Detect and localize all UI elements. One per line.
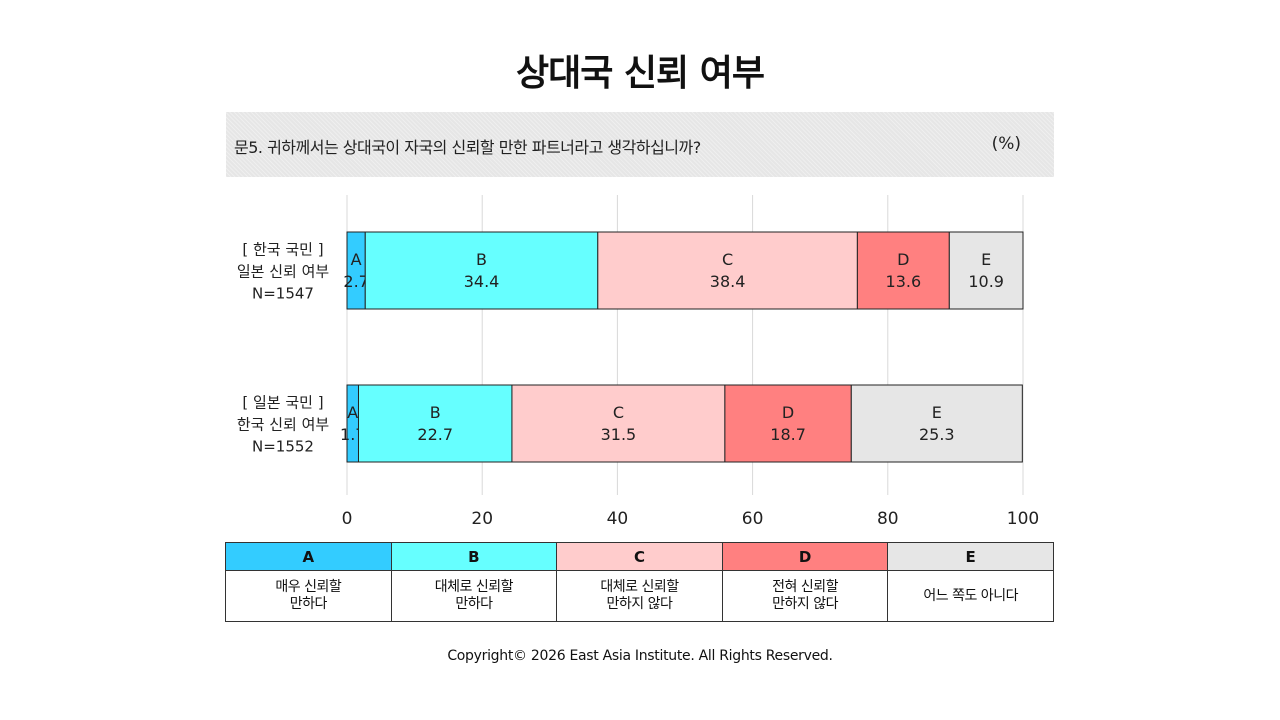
- series-label: A: [347, 403, 358, 422]
- legend-col-c: C 대체로 신뢰할 만하지 않다: [557, 543, 723, 621]
- category-label: 일본 신뢰 여부: [237, 263, 330, 281]
- legend-col-e: E 어느 쪽도 아니다: [888, 543, 1054, 621]
- series-label: A: [351, 250, 362, 269]
- legend-desc-b: 대체로 신뢰할 만하다: [434, 579, 514, 612]
- series-label: B: [430, 403, 441, 422]
- data-label: 31.5: [601, 425, 637, 444]
- bar-segment-a: [346, 231, 366, 310]
- data-label: 10.9: [968, 272, 1004, 291]
- x-tick-label: 100: [1007, 509, 1039, 529]
- legend-col-b: B 대체로 신뢰할 만하다: [391, 543, 558, 621]
- data-label: 18.7: [770, 425, 806, 444]
- series-label: B: [476, 250, 487, 269]
- series-label: C: [613, 403, 624, 422]
- data-label: 22.7: [417, 425, 453, 444]
- data-label: 25.3: [919, 425, 955, 444]
- bar-segment-b: [364, 231, 599, 310]
- legend-key-b: B: [391, 543, 557, 571]
- legend-table: A 매우 신뢰할 만하다 B 대체로 신뢰할 만하다 C 대체로 신뢰할 만하지…: [225, 542, 1054, 622]
- legend-desc-c: 대체로 신뢰할 만하지 않다: [600, 579, 679, 612]
- category-label: [ 일본 국민 ]: [242, 394, 323, 412]
- bar-segment-c: [511, 384, 726, 463]
- x-tick-label: 20: [471, 509, 493, 529]
- x-tick-label: 60: [742, 509, 764, 529]
- data-label: 2.7: [343, 272, 368, 291]
- category-label: N=1547: [252, 285, 314, 303]
- x-tick-label: 0: [342, 509, 353, 529]
- x-tick-label: 40: [607, 509, 629, 529]
- data-label: 38.4: [710, 272, 746, 291]
- legend-col-a: A 매우 신뢰할 만하다: [225, 543, 392, 621]
- bar-segment-d: [724, 384, 852, 463]
- bar-segment-d: [856, 231, 950, 310]
- legend-desc-d: 전혀 신뢰할 만하지 않다: [772, 579, 838, 612]
- series-label: C: [722, 250, 733, 269]
- unit-label: (%): [991, 134, 1021, 154]
- data-label: 34.4: [464, 272, 500, 291]
- bar-segment-b: [357, 384, 513, 463]
- legend-desc-a: 매우 신뢰할 만하다: [275, 579, 342, 612]
- bar-segment-e: [850, 384, 1023, 463]
- series-label: E: [932, 403, 942, 422]
- x-tick-label: 80: [877, 509, 899, 529]
- legend-key-a: A: [226, 543, 391, 571]
- category-label: [ 한국 국민 ]: [242, 241, 323, 259]
- copyright-text: Copyright© 2026 East Asia Institute. All…: [447, 648, 833, 664]
- legend-key-d: D: [722, 543, 888, 571]
- bar-segment-a: [346, 384, 359, 463]
- bar-segment-c: [597, 231, 858, 310]
- series-label: D: [782, 403, 794, 422]
- question-text: 문5. 귀하께서는 상대국이 자국의 신뢰할 만한 파트너라고 생각하십니까?: [234, 138, 701, 157]
- stacked-bar-chart: 0 20 40 60 80 100 [ 한국 국민 ] 일본 신뢰 여부 N=1547 [ 일본 …: [237, 195, 1039, 529]
- legend-key-c: C: [557, 543, 722, 571]
- chart-title: 상대국 신뢰 여부: [516, 53, 765, 94]
- legend-key-e: E: [888, 543, 1053, 571]
- category-label: 한국 신뢰 여부: [237, 416, 330, 434]
- legend-col-d: D 전혀 신뢰할 만하지 않다: [722, 543, 889, 621]
- category-label: N=1552: [252, 438, 314, 456]
- bar-segment-e: [948, 231, 1024, 310]
- series-label: E: [981, 250, 991, 269]
- legend-desc-e: 어느 쪽도 아니다: [923, 587, 1018, 604]
- series-label: D: [897, 250, 909, 269]
- question-box: 문5. 귀하께서는 상대국이 자국의 신뢰할 만한 파트너라고 생각하십니까? …: [226, 112, 1054, 177]
- data-label: 13.6: [886, 272, 922, 291]
